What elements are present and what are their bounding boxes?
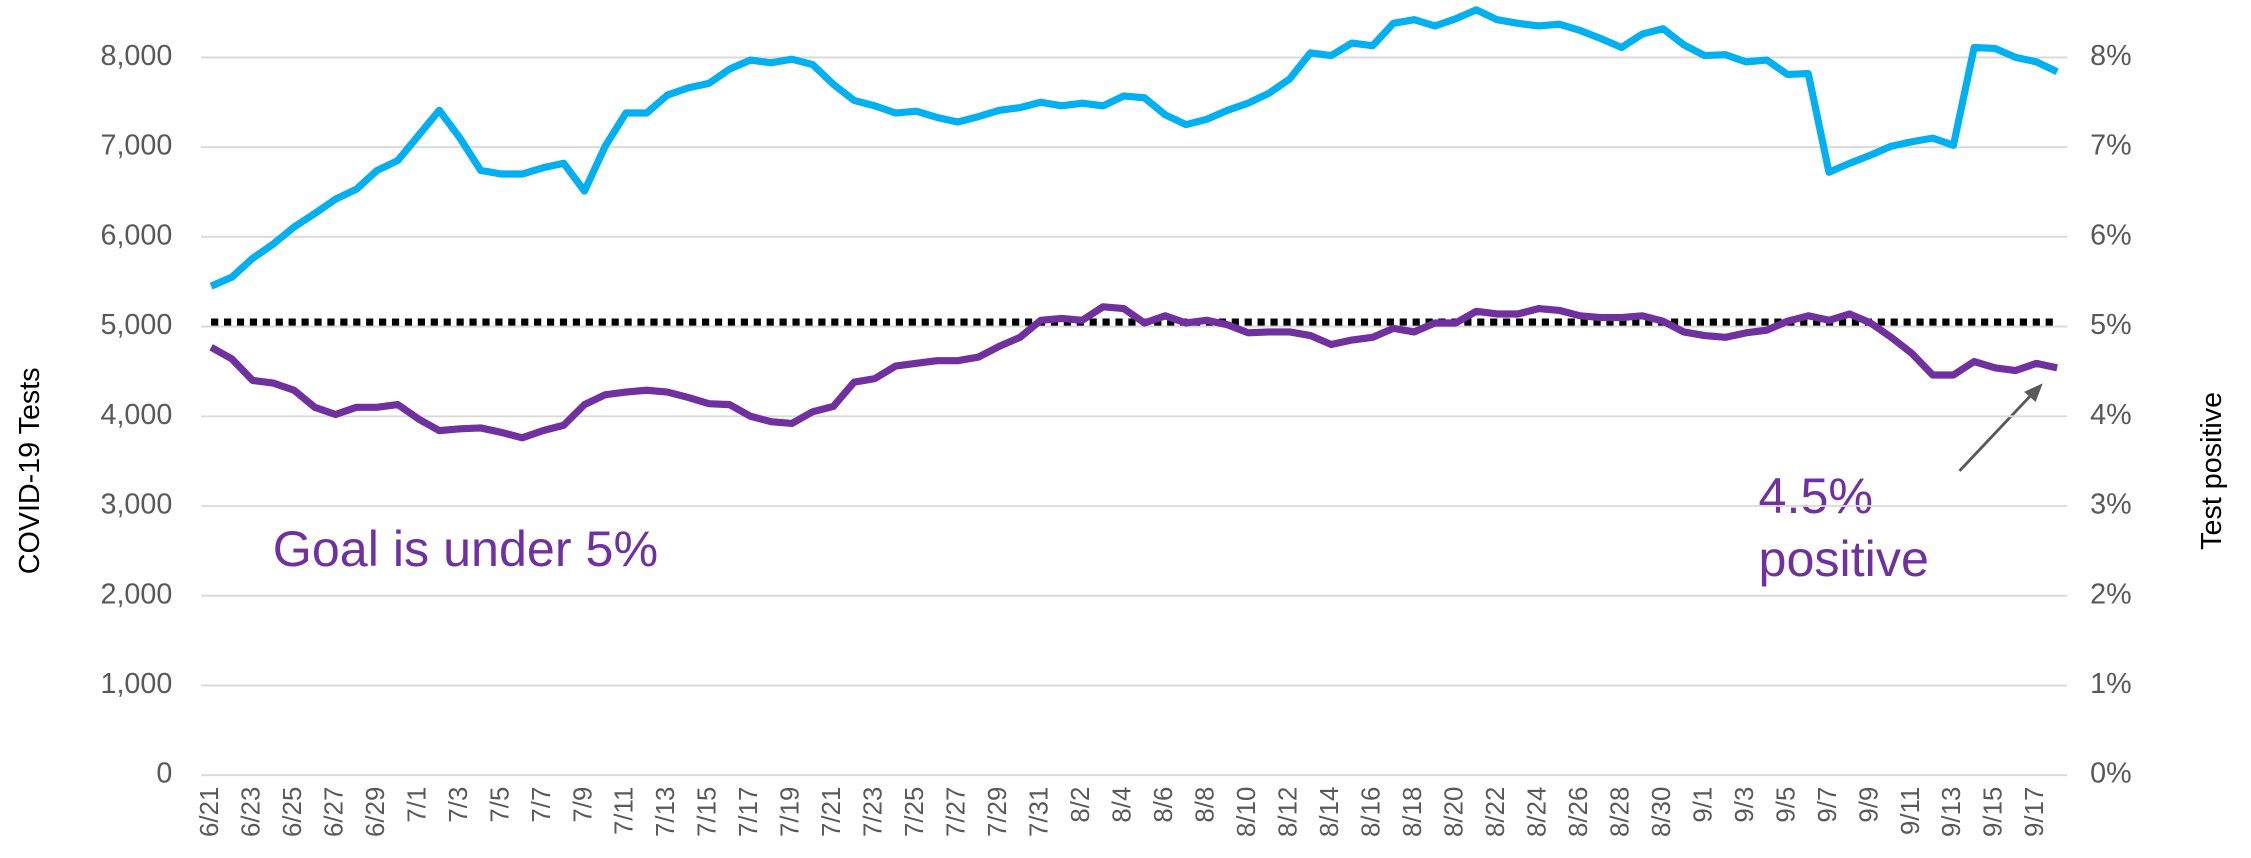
x-tick-label: 8/30 bbox=[1648, 787, 1676, 837]
x-tick-label: 8/28 bbox=[1606, 787, 1634, 837]
x-tick-label: 7/13 bbox=[652, 787, 680, 837]
x-tick-label: 7/11 bbox=[611, 787, 639, 835]
data-line bbox=[209, 6, 2059, 290]
x-tick-label: 7/21 bbox=[818, 787, 846, 837]
x-tick-label: 7/15 bbox=[694, 787, 722, 837]
x-tick-label: 7/19 bbox=[777, 787, 805, 837]
x-tick-label: 7/31 bbox=[1026, 787, 1054, 837]
y-tick-label: 6,000 bbox=[100, 219, 172, 251]
x-tick-label: 8/20 bbox=[1440, 787, 1468, 837]
x-tick-label: 8/16 bbox=[1357, 787, 1385, 837]
y-axis-label: COVID-19 Tests bbox=[14, 367, 46, 574]
x-tick-label: 8/10 bbox=[1233, 787, 1261, 837]
y2-tick-label: 1% bbox=[2090, 668, 2132, 700]
annotation: positive bbox=[1759, 531, 1929, 587]
x-tick-label: 7/9 bbox=[569, 787, 597, 823]
x-tick-label: 7/27 bbox=[943, 787, 971, 837]
y-tick-label: 7,000 bbox=[100, 130, 172, 162]
x-tick-label: 7/17 bbox=[735, 787, 763, 837]
y2-tick-label: 2% bbox=[2090, 578, 2132, 610]
x-tick-label: 9/5 bbox=[1772, 787, 1800, 823]
x-tick-label: 7/23 bbox=[860, 787, 888, 837]
y-tick-label: 3,000 bbox=[100, 489, 172, 521]
x-tick-label: 9/7 bbox=[1814, 787, 1842, 823]
x-tick-label: 8/4 bbox=[1109, 787, 1137, 823]
y2-tick-label: 8% bbox=[2090, 40, 2132, 72]
y2-tick-label: 4% bbox=[2090, 399, 2132, 431]
annotation: Goal is under 5% bbox=[273, 521, 658, 577]
x-tick-label: 8/6 bbox=[1150, 787, 1178, 823]
x-tick-label: 8/14 bbox=[1316, 787, 1344, 837]
y2-tick-label: 3% bbox=[2090, 489, 2132, 521]
y-tick-label: 8,000 bbox=[100, 40, 172, 72]
x-tick-label: 6/25 bbox=[279, 787, 307, 837]
y2-tick-label: 6% bbox=[2090, 219, 2132, 251]
x-tick-label: 7/3 bbox=[445, 787, 473, 823]
x-tick-label: 9/11 bbox=[1897, 787, 1925, 835]
y2-axis-label: Test positive bbox=[2196, 392, 2228, 550]
x-tick-label: 7/1 bbox=[403, 787, 431, 823]
annotation: 4.5% bbox=[1759, 468, 1873, 524]
x-tick-label: 8/18 bbox=[1399, 787, 1427, 837]
x-tick-label: 7/5 bbox=[486, 787, 514, 823]
x-tick-label: 7/7 bbox=[528, 787, 556, 823]
x-tick-label: 6/29 bbox=[362, 787, 390, 837]
x-tick-label: 8/22 bbox=[1482, 787, 1510, 837]
x-tick-label: 8/26 bbox=[1565, 787, 1593, 837]
y-tick-label: 1,000 bbox=[100, 668, 172, 700]
annotation-arrow bbox=[1958, 392, 2034, 472]
y2-tick-label: 7% bbox=[2090, 130, 2132, 162]
y2-tick-label: 5% bbox=[2090, 309, 2132, 341]
y-tick-label: 5,000 bbox=[100, 309, 172, 341]
data-line bbox=[209, 303, 2058, 442]
x-tick-label: 7/29 bbox=[984, 787, 1012, 837]
y-tick-label: 2,000 bbox=[100, 578, 172, 610]
arrow-head bbox=[2024, 383, 2043, 402]
x-tick-label: 6/23 bbox=[237, 787, 265, 837]
x-tick-label: 9/15 bbox=[1980, 787, 2008, 837]
x-tick-label: 9/13 bbox=[1938, 787, 1966, 837]
y-tick-label: 4,000 bbox=[100, 399, 172, 431]
x-tick-label: 8/2 bbox=[1067, 787, 1095, 823]
y2-tick-label: 0% bbox=[2090, 758, 2132, 790]
x-tick-label: 8/24 bbox=[1523, 787, 1551, 837]
x-tick-label: 8/12 bbox=[1275, 787, 1303, 837]
x-tick-label: 9/17 bbox=[2021, 787, 2049, 837]
y-tick-label: 0 bbox=[156, 758, 172, 790]
x-tick-label: 9/1 bbox=[1689, 787, 1717, 823]
x-tick-label: 6/27 bbox=[320, 787, 348, 837]
x-tick-label: 9/9 bbox=[1855, 787, 1883, 823]
x-tick-label: 6/21 bbox=[196, 787, 224, 837]
x-tick-label: 7/25 bbox=[901, 787, 929, 837]
x-tick-label: 8/8 bbox=[1192, 787, 1220, 823]
x-tick-label: 9/3 bbox=[1731, 787, 1759, 823]
